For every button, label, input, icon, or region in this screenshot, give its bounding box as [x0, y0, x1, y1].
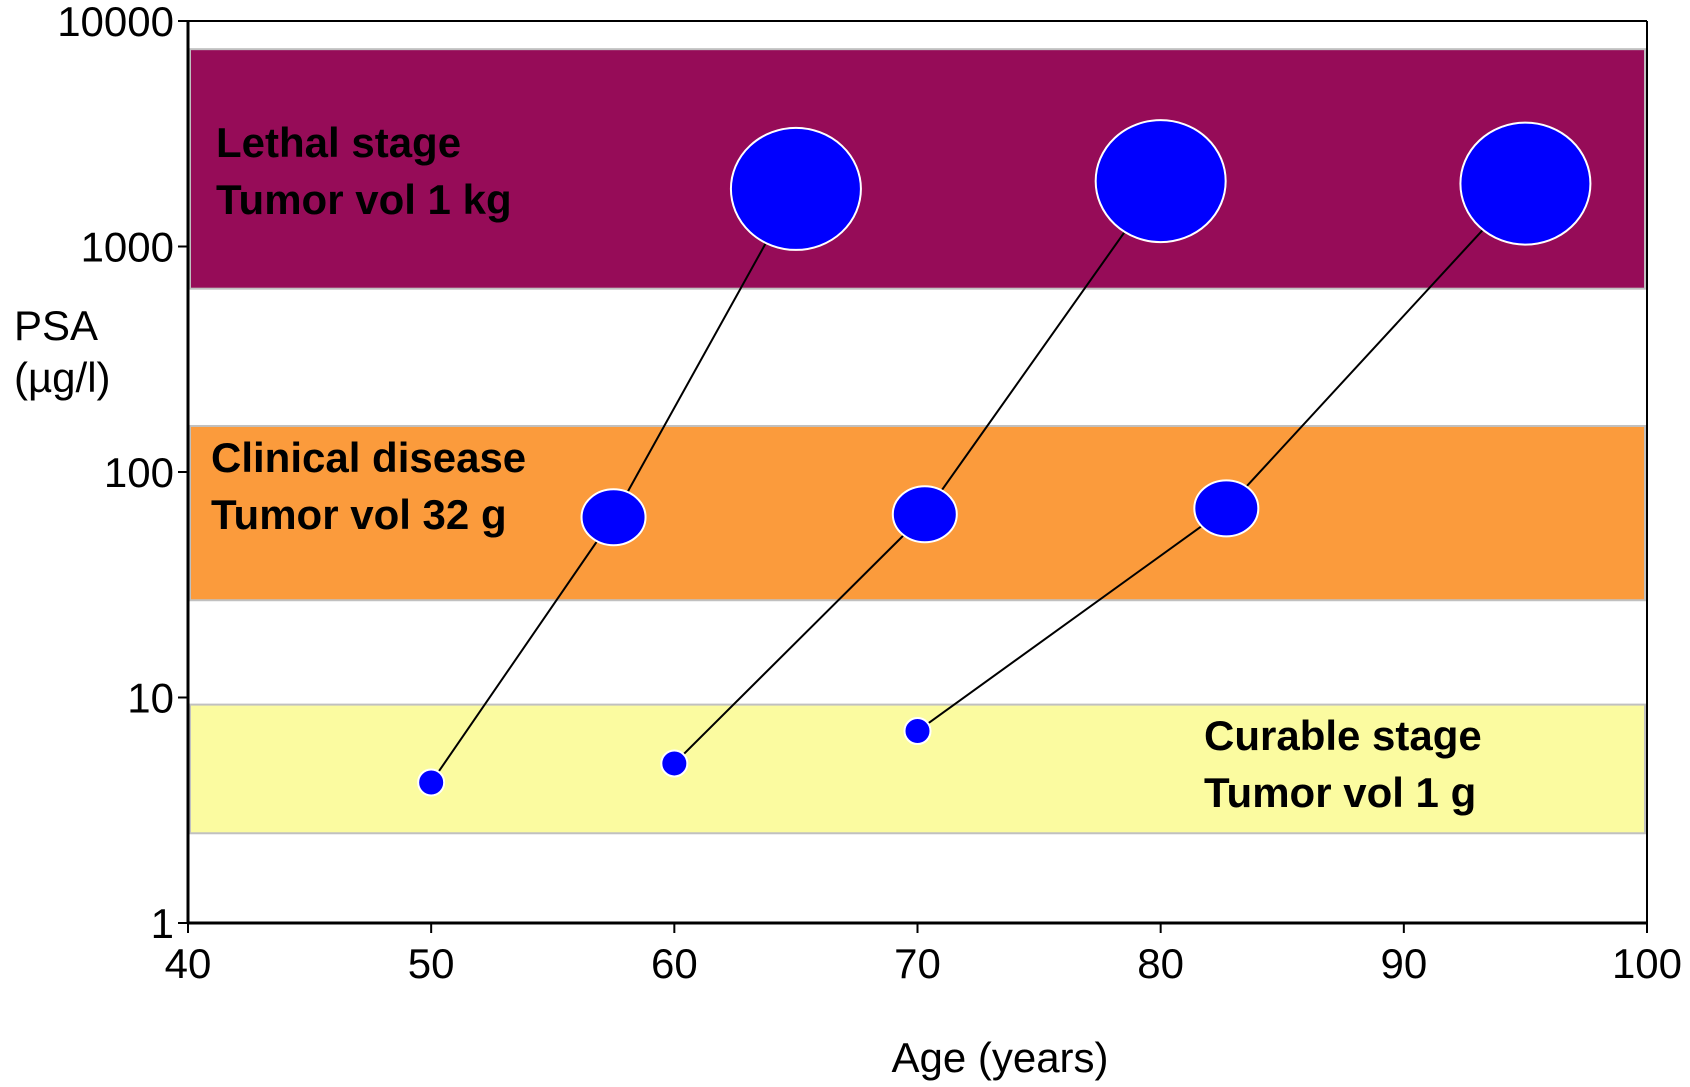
data-point	[1459, 121, 1592, 246]
x-tick-label: 50	[408, 940, 455, 987]
band-label: Curable stage	[1204, 712, 1482, 759]
band-label: Tumor vol 32 g	[211, 491, 507, 538]
x-axis-label: Age (years)	[891, 1034, 1108, 1081]
band-label: Lethal stage	[216, 119, 461, 166]
x-tick-label: 60	[651, 940, 698, 987]
y-tick-label: 1000	[81, 224, 174, 271]
y-axis-label: (µg/l)	[14, 354, 111, 401]
data-point	[417, 768, 446, 797]
y-axis-label: PSA	[14, 302, 98, 349]
data-point	[1094, 119, 1227, 244]
data-point	[729, 126, 862, 251]
x-tick-label: 40	[165, 940, 212, 987]
x-tick-label: 80	[1137, 940, 1184, 987]
y-tick-label: 10	[127, 675, 174, 722]
stage-band	[189, 48, 1646, 290]
data-point	[903, 717, 932, 746]
x-tick-label: 90	[1380, 940, 1427, 987]
data-point	[660, 749, 689, 778]
y-tick-label: 1	[151, 900, 174, 947]
band-label: Tumor vol 1 kg	[216, 176, 512, 223]
x-tick-label: 70	[894, 940, 941, 987]
x-tick-label: 100	[1612, 940, 1682, 987]
data-point	[891, 485, 958, 544]
data-point	[580, 488, 647, 547]
band-label: Tumor vol 1 g	[1204, 769, 1476, 816]
band-label: Clinical disease	[211, 434, 526, 481]
y-tick-label: 100	[104, 449, 174, 496]
y-tick-label: 10000	[57, 0, 174, 45]
data-point	[1193, 479, 1260, 538]
